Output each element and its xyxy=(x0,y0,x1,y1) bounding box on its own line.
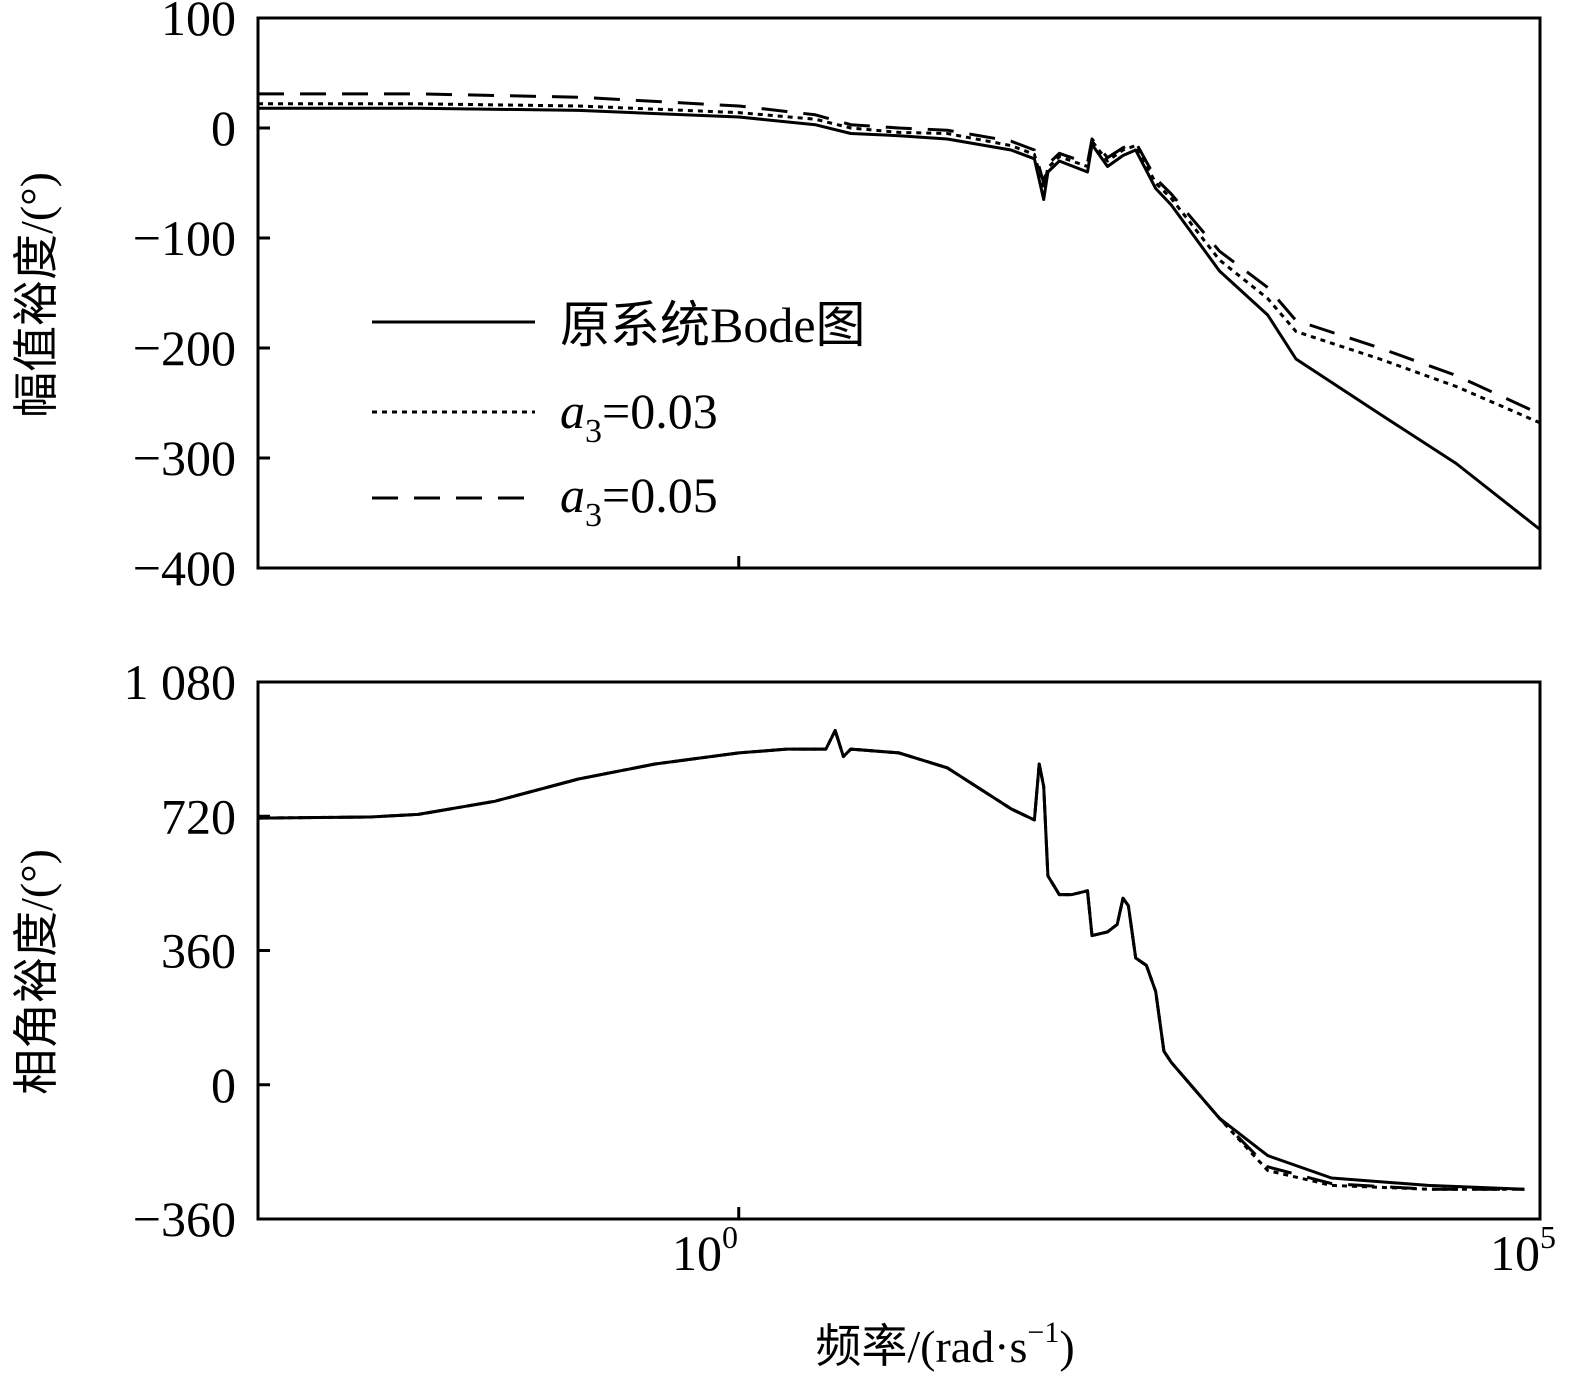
xtick-label-1e0: 100 xyxy=(672,1219,738,1281)
phase-series-dashed xyxy=(257,729,1525,1191)
legend-subscript: 3 xyxy=(585,413,602,450)
xtick-base: 10 xyxy=(1490,1225,1540,1281)
magnitude-series-solid xyxy=(258,106,1541,531)
magnitude-ytick-label: 100 xyxy=(161,0,236,46)
xtick-label-1e5: 105 xyxy=(1490,1219,1556,1281)
magnitude-panel: 100 0 −100 −200 −300 −400 幅值裕度/(°) 原系统Bode图 a… xyxy=(11,0,1542,596)
xtick-base: 10 xyxy=(672,1225,722,1281)
magnitude-ytick-label: 0 xyxy=(211,100,236,156)
legend-value: =0.03 xyxy=(602,383,718,439)
magnitude-series-dotted xyxy=(258,102,1541,425)
phase-xticks xyxy=(737,1207,1542,1219)
legend-value: =0.05 xyxy=(602,467,718,523)
x-axis-label-sup: −1 xyxy=(1027,1316,1059,1349)
magnitude-ytick-label: −300 xyxy=(133,430,236,486)
xtick-exponent: 5 xyxy=(1540,1219,1556,1255)
phase-series-solid xyxy=(257,729,1525,1191)
magnitude-ytick-label: −100 xyxy=(133,210,236,266)
xtick-exponent: 0 xyxy=(722,1219,738,1255)
phase-plot-frame xyxy=(256,680,1542,1221)
magnitude-yticks: 100 0 −100 −200 −300 −400 xyxy=(133,0,270,596)
phase-ytick-label: −360 xyxy=(133,1191,236,1247)
phase-ytick-label: 1 080 xyxy=(124,654,237,710)
x-axis-label: 频率/(rad·s−1) xyxy=(815,1316,1074,1372)
legend-a-symbol: a xyxy=(560,467,585,523)
legend-label-a3-003: a3=0.03 xyxy=(560,383,718,450)
magnitude-series-dashed xyxy=(258,92,1541,416)
phase-series xyxy=(257,729,1525,1191)
magnitude-plot-frame xyxy=(256,16,1542,570)
legend: 原系统Bode图 a3=0.03 a3=0.05 xyxy=(372,297,866,534)
magnitude-ytick-label: −400 xyxy=(133,540,236,596)
magnitude-ylabel: 幅值裕度/(°) xyxy=(11,172,62,418)
phase-ylabel: 相角裕度/(°) xyxy=(11,849,62,1095)
legend-subscript: 3 xyxy=(585,497,602,534)
legend-label-original: 原系统Bode图 xyxy=(560,297,866,353)
phase-ytick-label: 0 xyxy=(211,1057,236,1113)
magnitude-series xyxy=(258,92,1541,531)
magnitude-xticks xyxy=(737,556,1542,568)
x-axis-label-close: ) xyxy=(1059,1321,1074,1372)
phase-ytick-label: 720 xyxy=(161,788,236,844)
magnitude-ytick-label: −200 xyxy=(133,320,236,376)
phase-series-dotted xyxy=(257,729,1525,1191)
legend-a-symbol: a xyxy=(560,383,585,439)
legend-label-a3-005: a3=0.05 xyxy=(560,467,718,534)
x-axis-label-main: 频率/(rad·s xyxy=(815,1321,1027,1372)
phase-ytick-label: 360 xyxy=(161,923,236,979)
phase-yticks: 1 080 720 360 0 −360 xyxy=(124,654,270,1247)
